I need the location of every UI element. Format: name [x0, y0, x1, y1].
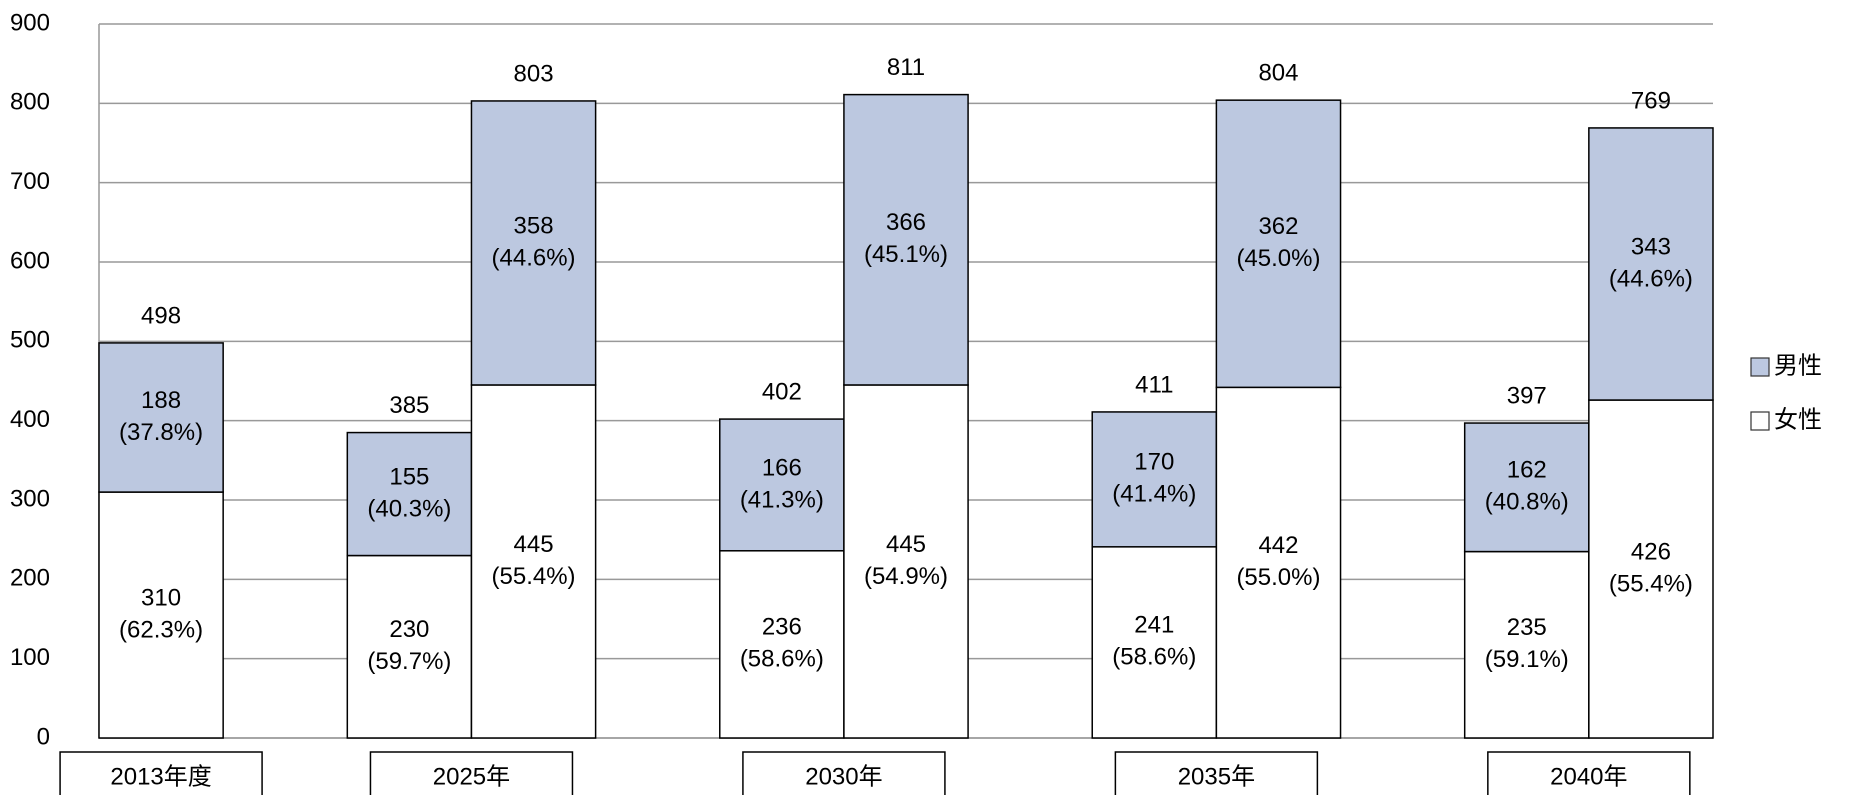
percent-label: (44.6%) — [1609, 265, 1693, 292]
bar-segment — [719, 418, 845, 552]
category-box — [742, 751, 946, 795]
bar-segment — [1215, 99, 1342, 389]
percent-label: (58.6%) — [1112, 644, 1196, 671]
bar-segment — [1463, 550, 1590, 739]
value-label: 442 — [1258, 532, 1298, 559]
percent-label: (44.6%) — [492, 244, 576, 271]
percent-label: (37.8%) — [119, 419, 203, 446]
total-label: 498 — [141, 302, 181, 329]
value-label: 445 — [514, 531, 554, 558]
x-tick-label: 2040年 — [1550, 763, 1627, 790]
y-tick-label: 100 — [10, 644, 50, 671]
bar-segment — [346, 431, 473, 557]
legend-swatch — [1750, 357, 1770, 377]
bar-segment — [1463, 422, 1590, 553]
percent-label: (55.0%) — [1236, 564, 1320, 591]
bar-segment — [98, 342, 224, 493]
total-label: 411 — [1135, 371, 1173, 398]
y-tick-label: 400 — [10, 406, 50, 433]
category-box — [1487, 751, 1691, 795]
percent-label: (59.7%) — [367, 648, 451, 675]
y-tick-label: 200 — [10, 565, 50, 592]
percent-label: (55.4%) — [1609, 570, 1693, 597]
category-box — [1114, 751, 1319, 795]
value-label: 155 — [389, 463, 429, 490]
legend-label: 女性 — [1774, 406, 1822, 433]
value-label: 235 — [1507, 614, 1547, 641]
percent-label: (62.3%) — [119, 616, 203, 643]
y-tick-label: 600 — [10, 247, 50, 274]
percent-label: (54.9%) — [864, 563, 948, 590]
legend-swatch — [1750, 411, 1770, 431]
total-label: 402 — [762, 378, 802, 405]
bar-segment — [843, 93, 969, 386]
percent-label: (55.4%) — [492, 563, 576, 590]
percent-label: (41.3%) — [740, 486, 824, 513]
value-label: 445 — [886, 531, 926, 558]
value-label: 230 — [389, 616, 429, 643]
y-tick-label: 700 — [10, 168, 50, 195]
legend-label: 男性 — [1774, 352, 1822, 379]
percent-label: (59.1%) — [1485, 646, 1569, 673]
value-label: 162 — [1507, 457, 1547, 484]
x-tick-label: 2025年 — [433, 763, 510, 790]
total-label: 769 — [1631, 87, 1671, 114]
percent-label: (41.4%) — [1112, 481, 1196, 508]
total-label: 397 — [1507, 382, 1547, 409]
y-tick-label: 800 — [10, 89, 50, 116]
total-label: 803 — [514, 60, 554, 87]
bar-segment — [1091, 411, 1218, 548]
bar-segment — [346, 554, 473, 739]
percent-label: (40.8%) — [1485, 489, 1569, 516]
x-tick-label: 2030年 — [805, 763, 882, 790]
value-label: 310 — [141, 584, 181, 611]
percent-label: (45.1%) — [864, 241, 948, 268]
x-tick-label: 2013年度 — [110, 763, 211, 790]
total-label: 811 — [887, 54, 925, 81]
percent-label: (40.3%) — [367, 495, 451, 522]
bar-segment — [1091, 546, 1218, 739]
percent-label: (58.6%) — [740, 646, 824, 673]
category-box — [369, 751, 574, 795]
value-label: 366 — [886, 209, 926, 236]
y-tick-label: 900 — [10, 9, 50, 36]
total-label: 385 — [389, 392, 429, 419]
value-label: 188 — [141, 387, 181, 414]
bar-segment — [1588, 399, 1714, 739]
value-label: 358 — [514, 212, 554, 239]
value-label: 170 — [1134, 449, 1174, 476]
y-tick-label: 500 — [10, 327, 50, 354]
value-label: 362 — [1258, 213, 1298, 240]
total-label: 804 — [1258, 60, 1298, 87]
value-label: 236 — [762, 614, 802, 641]
value-label: 343 — [1631, 233, 1671, 260]
bar-segment — [470, 100, 597, 386]
value-label: 241 — [1134, 612, 1174, 639]
bar-segment — [719, 550, 845, 739]
y-tick-label: 0 — [37, 723, 50, 750]
y-tick-label: 300 — [10, 485, 50, 512]
bar-segment — [1588, 127, 1714, 401]
bar-segment — [98, 491, 224, 739]
percent-label: (45.0%) — [1236, 245, 1320, 272]
bar-segment — [470, 384, 597, 739]
value-label: 166 — [762, 454, 802, 481]
bar-segment — [1215, 386, 1342, 739]
value-label: 426 — [1631, 538, 1671, 565]
bar-segment — [843, 384, 969, 739]
category-box — [59, 751, 263, 795]
x-tick-label: 2035年 — [1178, 763, 1255, 790]
